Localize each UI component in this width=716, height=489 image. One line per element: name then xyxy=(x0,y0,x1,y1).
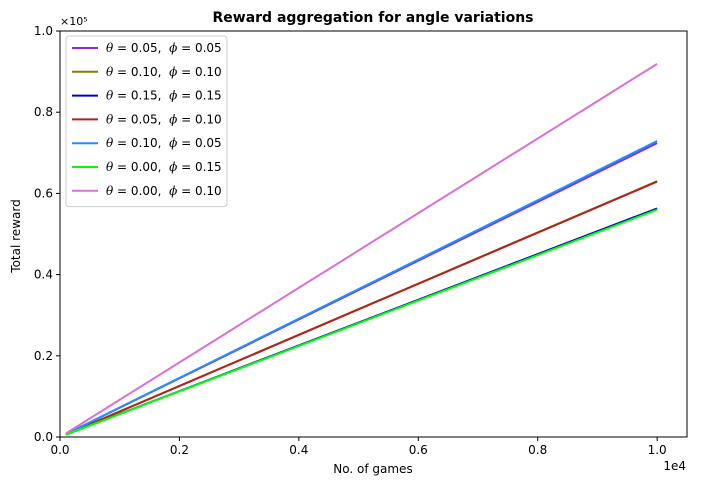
legend-label: θ = 0.05, ϕ = 0.05 xyxy=(106,41,222,55)
legend-entry: θ = 0.10, ϕ = 0.10 xyxy=(72,65,222,79)
series-line-4 xyxy=(65,140,658,436)
legend-entry: θ = 0.05, ϕ = 0.10 xyxy=(72,112,222,126)
x-axis: 0.0 0.2 0.4 0.6 0.8 1.0 xyxy=(50,437,667,457)
legend-label: θ = 0.10, ϕ = 0.05 xyxy=(106,136,222,150)
series-line-3 xyxy=(65,180,658,436)
x-axis-offset-text: 1e4 xyxy=(663,459,686,473)
legend-entry: θ = 0.10, ϕ = 0.05 xyxy=(72,136,222,150)
legend-label: θ = 0.10, ϕ = 0.10 xyxy=(106,65,222,79)
x-tick-label: 0.8 xyxy=(528,443,547,457)
chart-title: Reward aggregation for angle variations xyxy=(213,10,534,26)
x-tick-label: 0.2 xyxy=(170,443,189,457)
x-tick-label: 1.0 xyxy=(648,443,667,457)
legend-entry: θ = 0.05, ϕ = 0.05 xyxy=(72,41,222,55)
y-axis-offset-text: ×10⁵ xyxy=(60,15,88,28)
y-tick-label: 0.2 xyxy=(34,349,53,363)
y-tick-label: 0.0 xyxy=(34,430,53,444)
legend-entry: θ = 0.00, ϕ = 0.10 xyxy=(72,184,222,198)
legend: θ = 0.05, ϕ = 0.05 θ = 0.10, ϕ = 0.10 θ = … xyxy=(65,35,228,208)
legend-entry: θ = 0.15, ϕ = 0.15 xyxy=(72,89,222,103)
legend-label: θ = 0.00, ϕ = 0.10 xyxy=(106,184,222,198)
x-axis-label: No. of games xyxy=(333,462,412,476)
y-tick-label: 0.4 xyxy=(34,268,53,282)
plot-area-frame xyxy=(59,30,688,438)
x-tick-label: 0.0 xyxy=(50,443,69,457)
series-line-6 xyxy=(65,63,658,435)
legend-entry: θ = 0.00, ϕ = 0.15 xyxy=(72,160,222,174)
y-tick-label: 1.0 xyxy=(34,24,53,38)
legend-label: θ = 0.00, ϕ = 0.15 xyxy=(106,160,222,174)
legend-box xyxy=(65,35,228,208)
y-tick-label: 0.8 xyxy=(34,105,53,119)
series-lines xyxy=(65,63,658,436)
y-tick-label: 0.6 xyxy=(34,186,53,200)
y-axis-label: Total reward xyxy=(9,199,23,273)
y-axis: 0.0 0.2 0.4 0.6 0.8 1.0 xyxy=(34,24,60,444)
series-line-5 xyxy=(65,208,658,436)
legend-label: θ = 0.15, ϕ = 0.15 xyxy=(106,89,222,103)
x-tick-label: 0.6 xyxy=(409,443,428,457)
x-tick-label: 0.4 xyxy=(289,443,308,457)
legend-label: θ = 0.05, ϕ = 0.10 xyxy=(106,112,222,126)
